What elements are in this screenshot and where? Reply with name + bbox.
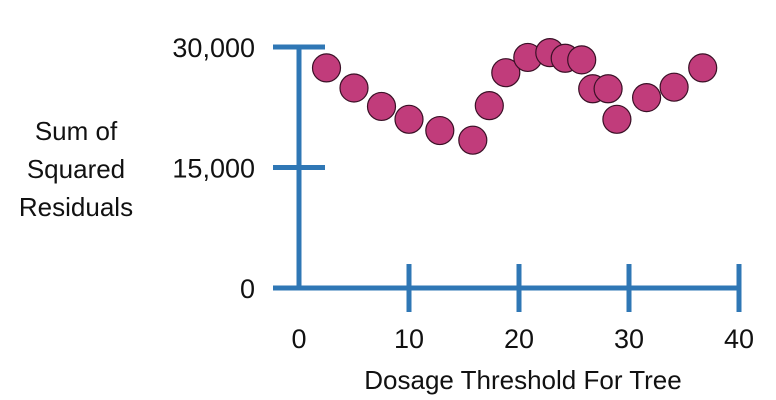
data-point	[394, 104, 424, 134]
data-points	[311, 38, 718, 155]
y-tick-label: 0	[240, 274, 255, 304]
data-point	[339, 73, 369, 103]
y-tick-label: 15,000	[172, 154, 255, 184]
data-point	[474, 91, 504, 121]
data-point	[593, 74, 623, 104]
x-tick-label: 40	[724, 324, 754, 354]
data-point	[366, 91, 397, 122]
y-tick-label: 30,000	[172, 33, 255, 63]
y-axis-title-line: Residuals	[19, 192, 133, 222]
data-point	[458, 125, 488, 155]
x-tick-label: 30	[614, 324, 644, 354]
y-axis-title-line: Sum of	[35, 116, 118, 146]
x-tick-labels: 0 10 20 30 40	[291, 324, 754, 354]
data-point	[311, 53, 342, 83]
data-point	[659, 72, 689, 102]
y-axis-title-line: Squared	[27, 154, 125, 184]
data-point	[567, 45, 597, 75]
data-point	[602, 104, 632, 134]
x-tick-label: 20	[504, 324, 534, 354]
chart-axes	[273, 44, 742, 312]
x-tick-label: 10	[394, 324, 424, 354]
data-point	[631, 83, 662, 113]
x-axis-title: Dosage Threshold For Tree	[364, 365, 681, 395]
y-tick-labels: 0 15,000 30,000	[172, 33, 255, 304]
data-point	[491, 58, 521, 88]
y-axis-title: Sum of Squared Residuals	[19, 116, 133, 222]
x-tick-label: 0	[291, 324, 306, 354]
data-point	[425, 115, 455, 146]
data-point	[688, 53, 718, 83]
